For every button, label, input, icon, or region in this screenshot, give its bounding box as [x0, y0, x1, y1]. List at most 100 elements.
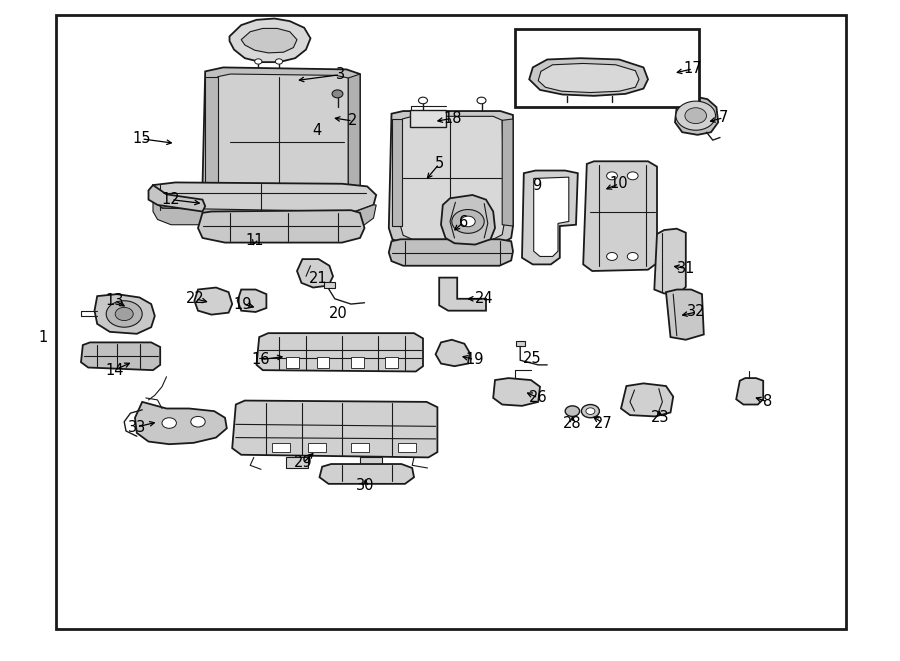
Circle shape [275, 59, 283, 64]
Polygon shape [400, 116, 504, 239]
Text: 13: 13 [105, 293, 123, 307]
Polygon shape [320, 464, 414, 484]
Polygon shape [297, 259, 333, 288]
Text: 33: 33 [128, 420, 146, 434]
Text: 20: 20 [329, 306, 347, 321]
Bar [410, 110, 446, 127]
Bar [272, 443, 290, 452]
Text: 11: 11 [246, 233, 264, 248]
Circle shape [627, 172, 638, 180]
Circle shape [332, 90, 343, 98]
Circle shape [607, 172, 617, 180]
Text: 32: 32 [688, 305, 706, 319]
Polygon shape [230, 19, 310, 62]
Polygon shape [439, 278, 486, 311]
Circle shape [191, 416, 205, 427]
Text: 26: 26 [529, 391, 547, 405]
Bar [56, 15, 846, 629]
Text: 14: 14 [105, 363, 123, 377]
Circle shape [115, 307, 133, 321]
Polygon shape [675, 97, 718, 135]
Circle shape [452, 210, 484, 233]
Bar [360, 457, 382, 468]
Polygon shape [389, 239, 513, 266]
Text: 3: 3 [336, 67, 345, 82]
Polygon shape [232, 401, 437, 457]
Text: 24: 24 [475, 292, 493, 306]
Text: 21: 21 [310, 272, 328, 286]
Polygon shape [534, 177, 569, 256]
Circle shape [565, 406, 580, 416]
Text: 18: 18 [444, 111, 462, 126]
Polygon shape [135, 402, 227, 444]
Polygon shape [205, 77, 218, 188]
Bar [351, 357, 364, 368]
Polygon shape [389, 111, 513, 245]
Circle shape [676, 101, 716, 130]
Circle shape [581, 405, 599, 418]
Polygon shape [148, 185, 205, 212]
Text: 9: 9 [532, 178, 541, 192]
Polygon shape [194, 288, 232, 315]
Text: 5: 5 [435, 157, 444, 171]
Polygon shape [529, 58, 648, 96]
Polygon shape [94, 294, 155, 334]
Bar [308, 443, 326, 452]
Text: 12: 12 [162, 192, 180, 207]
Polygon shape [153, 182, 376, 212]
Text: 27: 27 [594, 416, 612, 430]
Polygon shape [493, 378, 540, 406]
Polygon shape [241, 28, 297, 53]
Circle shape [586, 408, 595, 414]
Text: 1: 1 [39, 330, 48, 344]
Polygon shape [392, 119, 402, 226]
Polygon shape [654, 229, 686, 293]
Text: 4: 4 [312, 123, 321, 137]
Text: 6: 6 [459, 215, 468, 229]
Polygon shape [256, 333, 423, 371]
Polygon shape [216, 74, 348, 208]
Text: 17: 17 [684, 61, 702, 76]
Polygon shape [522, 171, 578, 264]
Text: 30: 30 [356, 479, 374, 493]
Polygon shape [436, 340, 470, 366]
Text: 29: 29 [294, 455, 312, 470]
Polygon shape [202, 67, 360, 217]
Bar [286, 457, 308, 468]
Bar [286, 357, 299, 368]
Text: 19: 19 [465, 352, 483, 367]
Circle shape [418, 97, 427, 104]
Polygon shape [502, 119, 513, 226]
Text: 8: 8 [763, 395, 772, 409]
Text: 28: 28 [563, 416, 581, 430]
Bar [515, 29, 699, 107]
Bar [351, 443, 369, 452]
Polygon shape [81, 342, 160, 370]
Bar [385, 357, 398, 368]
Text: 23: 23 [651, 410, 669, 425]
Text: 7: 7 [719, 110, 728, 125]
Text: 16: 16 [252, 352, 270, 367]
Polygon shape [198, 210, 364, 243]
Circle shape [162, 418, 176, 428]
Circle shape [461, 216, 475, 227]
Polygon shape [348, 74, 360, 198]
Text: 15: 15 [132, 132, 150, 146]
Text: 31: 31 [677, 261, 695, 276]
Polygon shape [666, 290, 704, 340]
Bar [398, 443, 416, 452]
Bar [324, 282, 335, 288]
Polygon shape [736, 378, 763, 405]
Circle shape [106, 301, 142, 327]
Polygon shape [621, 383, 673, 416]
Circle shape [607, 253, 617, 260]
Text: 22: 22 [186, 292, 204, 306]
Polygon shape [583, 161, 657, 271]
Polygon shape [153, 200, 376, 225]
Polygon shape [238, 290, 266, 312]
Circle shape [255, 59, 262, 64]
Circle shape [627, 253, 638, 260]
Text: 25: 25 [523, 352, 541, 366]
Bar [317, 357, 329, 368]
Circle shape [685, 108, 706, 124]
